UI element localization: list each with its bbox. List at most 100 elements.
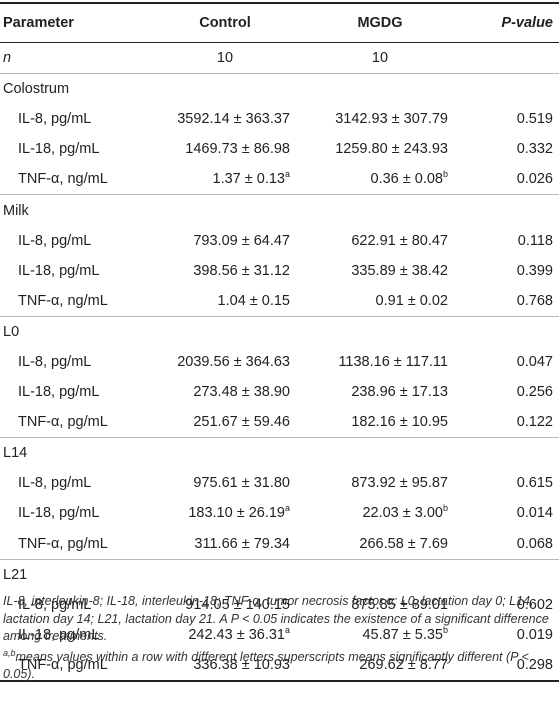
row-pvalue: 0.768 xyxy=(516,292,553,309)
row-mgdg: 0.36 ± 0.08b xyxy=(300,164,460,195)
table-row: IL-8, pg/mL 3592.14 ± 363.37 3142.93 ± 307… xyxy=(0,104,559,134)
row-mgdg: 1138.16 ± 117.11 xyxy=(300,347,460,377)
group-row: Colostrum xyxy=(0,73,559,105)
row-mgdg-value: 45.87 ± 5.35 xyxy=(362,626,443,643)
row-mgdg: 45.87 ± 5.35b xyxy=(300,620,460,650)
row-mgdg: 182.16 ± 10.95 xyxy=(300,407,460,438)
row-control: 1.04 ± 0.15 xyxy=(150,286,300,317)
table-row: IL-18, pg/mL 273.48 ± 38.90 238.96 ± 17.13… xyxy=(0,377,559,407)
row-control: 914.05 ± 140.15 xyxy=(150,590,300,620)
row-control-value: 1.04 ± 0.15 xyxy=(217,292,290,309)
row-mgdg: 875.85 ± 89.01 xyxy=(300,590,460,620)
group-row: Milk xyxy=(0,194,559,226)
row-control-value: 793.09 ± 64.47 xyxy=(193,232,290,249)
table-header: Parameter Control MGDG P-value xyxy=(0,2,559,43)
row-parameter: IL-8, pg/mL xyxy=(18,596,92,613)
row-control-value: 3592.14 ± 363.37 xyxy=(177,111,290,128)
row-mgdg: 3142.93 ± 307.79 xyxy=(300,104,460,134)
row-control: 311.66 ± 79.34 xyxy=(150,529,300,560)
row-mgdg-value: 335.89 ± 38.42 xyxy=(351,262,448,279)
row-control: 336.38 ± 10.93 xyxy=(150,649,300,682)
row-pvalue: 0.256 xyxy=(516,384,553,401)
row-mgdg-value: 873.92 ± 95.87 xyxy=(351,475,448,492)
row-pvalue: 0.122 xyxy=(516,414,553,431)
row-control-value: 273.48 ± 38.90 xyxy=(193,384,290,401)
row-pvalue: 0.298 xyxy=(460,649,559,682)
row-mgdg: 22.03 ± 3.00b xyxy=(300,498,460,528)
row-mgdg: 266.58 ± 7.69 xyxy=(300,529,460,560)
row-mgdg-superscript: b xyxy=(442,625,448,635)
row-mgdg-value: 22.03 ± 3.00 xyxy=(362,505,443,522)
row-mgdg-value: 875.85 ± 89.01 xyxy=(351,596,448,613)
row-control: 251.67 ± 59.46 xyxy=(150,407,300,438)
group-label: Milk xyxy=(0,194,559,226)
row-control: 1.37 ± 0.13a xyxy=(150,164,300,195)
row-pvalue: 0.068 xyxy=(516,535,553,552)
table-row: IL-8, pg/mL 2039.56 ± 364.63 1138.16 ± 117… xyxy=(0,347,559,377)
row-mgdg-value: 269.62 ± 8.77 xyxy=(359,656,448,673)
row-control-value: 183.10 ± 26.19 xyxy=(188,505,285,522)
row-pvalue: 0.026 xyxy=(516,171,553,188)
table-row: IL-8, pg/mL 793.09 ± 64.47 622.91 ± 80.47 0… xyxy=(0,226,559,256)
table-row: IL-8, pg/mL 975.61 ± 31.80 873.92 ± 95.87 0… xyxy=(0,468,559,498)
n-pvalue xyxy=(460,43,559,74)
row-control-value: 398.56 ± 31.12 xyxy=(193,262,290,279)
row-mgdg: 622.91 ± 80.47 xyxy=(300,226,460,256)
table-body: n 10 10 Colostrum IL-8, pg/mL 3592.14 ± 36… xyxy=(0,43,559,682)
row-parameter: IL-18, pg/mL xyxy=(18,505,100,522)
row-control-value: 242.43 ± 36.31 xyxy=(188,626,285,643)
row-parameter: IL-18, pg/mL xyxy=(18,141,100,158)
group-label: Colostrum xyxy=(0,73,559,105)
row-control: 242.43 ± 36.31a xyxy=(150,620,300,650)
row-mgdg: 238.96 ± 17.13 xyxy=(300,377,460,407)
row-control-value: 975.61 ± 31.80 xyxy=(193,475,290,492)
row-control-value: 251.67 ± 59.46 xyxy=(193,414,290,431)
row-pvalue: 0.602 xyxy=(516,596,553,613)
row-pvalue: 0.615 xyxy=(516,475,553,492)
n-label: n xyxy=(3,50,12,67)
header-pvalue: P-value xyxy=(460,2,559,43)
row-mgdg: 1259.80 ± 243.93 xyxy=(300,134,460,164)
group-label: L21 xyxy=(0,558,559,590)
row-parameter: TNF-α, ng/mL xyxy=(18,292,108,309)
table-row: IL-18, pg/mL 242.43 ± 36.31a 45.87 ± 5.35b… xyxy=(0,620,559,650)
row-control-value: 1469.73 ± 86.98 xyxy=(185,141,290,158)
table-row: IL-18, pg/mL 1469.73 ± 86.98 1259.80 ± 243… xyxy=(0,134,559,164)
row-parameter: IL-18, pg/mL xyxy=(18,384,100,401)
table-row: IL-8, pg/mL 914.05 ± 140.15 875.85 ± 89.01… xyxy=(0,590,559,620)
row-control: 273.48 ± 38.90 xyxy=(150,377,300,407)
row-control-superscript: a xyxy=(284,625,290,635)
table-row: TNF-α, pg/mL 311.66 ± 79.34 266.58 ± 7.69 0… xyxy=(0,529,559,560)
row-mgdg: 269.62 ± 8.77 xyxy=(300,649,460,682)
table-row: TNF-α, pg/mL 336.38 ± 10.93 269.62 ± 8.77 0… xyxy=(0,649,559,682)
n-control: 10 xyxy=(216,50,234,67)
n-mgdg: 10 xyxy=(371,50,389,67)
row-parameter: IL-8, pg/mL xyxy=(18,232,92,249)
row-parameter: IL-8, pg/mL xyxy=(18,353,92,370)
row-control: 398.56 ± 31.12 xyxy=(150,256,300,286)
row-mgdg-value: 266.58 ± 7.69 xyxy=(359,535,448,552)
group-row: L14 xyxy=(0,437,559,469)
row-mgdg-value: 0.36 ± 0.08 xyxy=(370,171,443,188)
row-mgdg-value: 3142.93 ± 307.79 xyxy=(335,111,448,128)
table-row: IL-18, pg/mL 183.10 ± 26.19a 22.03 ± 3.00b… xyxy=(0,498,559,528)
row-control-value: 1.37 ± 0.13 xyxy=(212,171,285,188)
row-pvalue: 0.399 xyxy=(516,262,553,279)
row-control: 183.10 ± 26.19a xyxy=(150,498,300,528)
row-mgdg-value: 238.96 ± 17.13 xyxy=(351,384,448,401)
row-pvalue: 0.332 xyxy=(516,141,553,158)
header-mgdg: MGDG xyxy=(300,2,460,43)
table-footnotes: IL-8, interleukin-8; IL-18, interleukin-… xyxy=(3,593,556,687)
row-parameter: TNF-α, ng/mL xyxy=(18,171,108,188)
footnote-letters-superscript: a,b xyxy=(3,647,16,658)
table-row: TNF-α, pg/mL 251.67 ± 59.46 182.16 ± 10.95… xyxy=(0,407,559,438)
footnote-abbreviations: IL-8, interleukin-8; IL-18, interleukin-… xyxy=(3,594,549,643)
row-parameter: TNF-α, pg/mL xyxy=(18,535,108,552)
footnote-letters: a,bmeans values within a row with differ… xyxy=(3,647,556,684)
group-row: L21 xyxy=(0,558,559,590)
table-row: TNF-α, ng/mL 1.37 ± 0.13a 0.36 ± 0.08b 0.02… xyxy=(0,164,559,195)
row-mgdg-value: 182.16 ± 10.95 xyxy=(351,414,448,431)
row-control-superscript: a xyxy=(284,169,290,180)
row-parameter: IL-18, pg/mL xyxy=(18,262,100,279)
